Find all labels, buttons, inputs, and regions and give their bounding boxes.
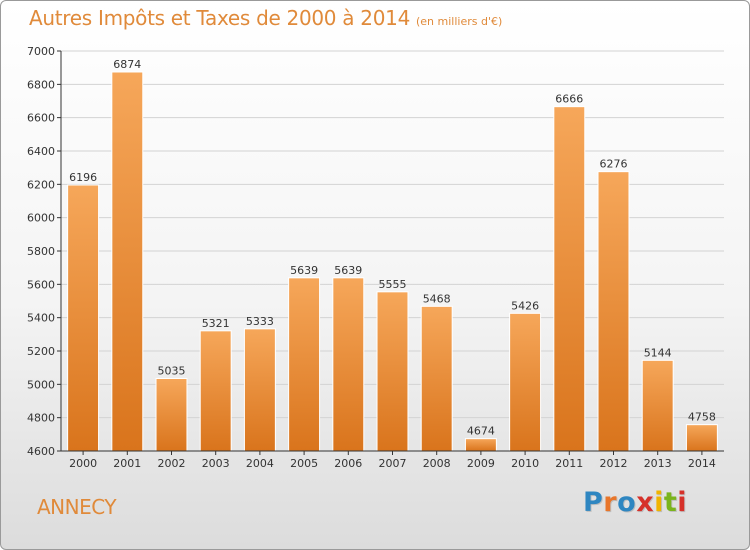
data-label-2014: 4758 bbox=[688, 411, 716, 424]
y-tick-label: 6000 bbox=[27, 212, 55, 225]
y-tick-label: 4800 bbox=[27, 412, 55, 425]
bar-2010 bbox=[509, 312, 542, 452]
data-label-2011: 6666 bbox=[555, 93, 583, 106]
logo-letter: o bbox=[617, 487, 637, 518]
bar-2006 bbox=[332, 277, 365, 452]
bar-2000 bbox=[67, 184, 100, 452]
bar-2012 bbox=[597, 171, 630, 452]
bar-2008 bbox=[420, 305, 453, 452]
data-label-2012: 6276 bbox=[600, 158, 628, 171]
y-tick-label: 5000 bbox=[27, 378, 55, 391]
x-tick-label-2010: 2010 bbox=[511, 457, 539, 470]
logo-letter: i bbox=[654, 487, 664, 518]
x-tick-label-2000: 2000 bbox=[69, 457, 97, 470]
data-label-2010: 5426 bbox=[511, 299, 539, 312]
bar-2011 bbox=[553, 106, 586, 452]
bar-2003 bbox=[199, 330, 232, 452]
y-tick-label: 6800 bbox=[27, 78, 55, 91]
axes: 4600 4800 5000 5200 5400 5600 5800 6000 6200 6400… bbox=[27, 45, 724, 470]
chart-subtitle: (en milliers d'€) bbox=[416, 15, 503, 28]
bar-2005 bbox=[288, 277, 321, 452]
x-tick-label-2001: 2001 bbox=[113, 457, 141, 470]
y-tick-label: 5800 bbox=[27, 245, 55, 258]
x-tick-label-2006: 2006 bbox=[334, 457, 362, 470]
bar-2013 bbox=[641, 359, 674, 452]
logo-letter: x bbox=[636, 487, 655, 518]
data-label-2005: 5639 bbox=[290, 264, 318, 277]
x-tick-label-2009: 2009 bbox=[467, 457, 495, 470]
x-tick-label-2002: 2002 bbox=[158, 457, 186, 470]
bar-2004 bbox=[243, 328, 276, 452]
proxiti-logo: Proxiti bbox=[583, 487, 687, 518]
data-label-2002: 5035 bbox=[158, 365, 186, 378]
data-label-2013: 5144 bbox=[644, 346, 672, 359]
y-tick-label: 6400 bbox=[27, 145, 55, 158]
y-tick-label: 5600 bbox=[27, 278, 55, 291]
bar-2001 bbox=[111, 71, 144, 452]
logo-letter: i bbox=[677, 487, 688, 518]
data-labels: 6196 6874 5035 5321 5333 5639 5639 5555 5468 4674… bbox=[69, 58, 716, 438]
x-tick-label-2014: 2014 bbox=[688, 457, 716, 470]
bar-2007 bbox=[376, 291, 409, 452]
chart-title-text: Autres Impôts et Taxes de 2000 à 2014 bbox=[29, 6, 410, 30]
data-label-2003: 5321 bbox=[202, 317, 230, 330]
logo-letter: P bbox=[583, 487, 604, 518]
bar-2002 bbox=[155, 378, 188, 452]
x-tick-label-2011: 2011 bbox=[555, 457, 583, 470]
data-label-2006: 5639 bbox=[334, 264, 362, 277]
y-tick-label: 5200 bbox=[27, 345, 55, 358]
y-tick-label: 5400 bbox=[27, 312, 55, 325]
data-label-2004: 5333 bbox=[246, 315, 274, 328]
data-label-2008: 5468 bbox=[423, 292, 451, 305]
x-tick-label-2004: 2004 bbox=[246, 457, 274, 470]
y-tick-label: 6200 bbox=[27, 178, 55, 191]
city-name: ANNECY bbox=[37, 495, 117, 519]
y-tick-label: 4600 bbox=[27, 445, 55, 458]
x-tick-label-2005: 2005 bbox=[290, 457, 318, 470]
bars bbox=[67, 71, 718, 452]
x-tick-label-2012: 2012 bbox=[600, 457, 628, 470]
x-tick-label-2007: 2007 bbox=[379, 457, 407, 470]
logo-letter: t bbox=[663, 487, 678, 518]
data-label-2009: 4674 bbox=[467, 425, 495, 438]
y-tick-label: 6600 bbox=[27, 112, 55, 125]
bar-2014 bbox=[685, 424, 718, 452]
chart-title: Autres Impôts et Taxes de 2000 à 2014 (en… bbox=[29, 6, 502, 30]
x-tick-label-2013: 2013 bbox=[644, 457, 672, 470]
x-tick-label-2003: 2003 bbox=[202, 457, 230, 470]
bar-2009 bbox=[464, 438, 497, 452]
logo-letter: r bbox=[603, 487, 618, 518]
data-label-2001: 6874 bbox=[113, 58, 141, 71]
data-label-2000: 6196 bbox=[69, 171, 97, 184]
x-tick-label-2008: 2008 bbox=[423, 457, 451, 470]
y-tick-label: 7000 bbox=[27, 45, 55, 58]
data-label-2007: 5555 bbox=[379, 278, 407, 291]
